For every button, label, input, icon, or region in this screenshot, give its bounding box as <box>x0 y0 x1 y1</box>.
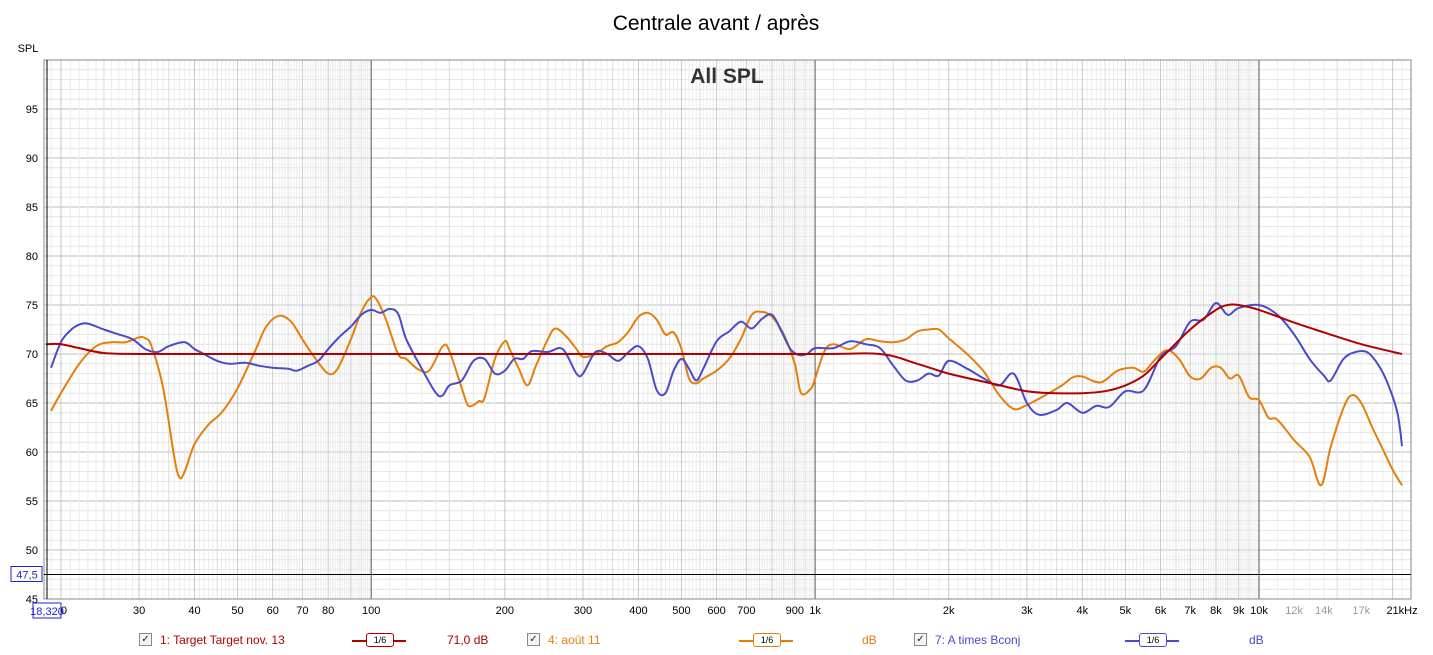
y-tick-label: 55 <box>26 496 38 508</box>
smoothing-badge-1[interactable]: 1/6 <box>366 633 394 647</box>
x-tick-label: 40 <box>188 605 200 617</box>
legend-label-1: 1: Target Target nov. 13 <box>160 633 285 647</box>
y-tick-label: 80 <box>26 251 38 263</box>
series-line-3 <box>50 302 1403 447</box>
legend-checkbox-1[interactable]: ✓ <box>139 633 152 646</box>
x-tick-label: 600 <box>707 605 725 617</box>
x-tick-label: 1k <box>809 605 821 617</box>
legend-value-7: dB <box>1249 633 1264 647</box>
x-tick-label: 7k <box>1184 605 1196 617</box>
x-tick-label: 700 <box>737 605 755 617</box>
x-tick-label: 12k <box>1285 605 1303 617</box>
y-tick-label: 70 <box>26 349 38 361</box>
legend-checkbox-7[interactable]: ✓ <box>914 633 927 646</box>
x-tick-label: 9k <box>1233 605 1245 617</box>
legend-swatch-4[interactable]: 1/6 <box>739 633 793 647</box>
x-tick-label: 400 <box>629 605 647 617</box>
x-tick-label: 6k <box>1155 605 1167 617</box>
y-tick-label: 75 <box>26 300 38 312</box>
series-line-1 <box>45 303 1403 395</box>
legend-label-4: 4: août 11 <box>548 633 601 647</box>
x-cursor-badge <box>32 602 62 619</box>
smoothing-badge-4[interactable]: 1/6 <box>753 633 781 647</box>
y-tick-label: 95 <box>26 104 38 116</box>
axes: 455055606570758085909547,520304050607080… <box>10 59 1418 619</box>
legend-value-1: 71,0 dB <box>447 633 489 647</box>
x-tick-label: 300 <box>574 605 592 617</box>
legend-swatch-7[interactable]: 1/6 <box>1125 633 1179 647</box>
x-tick-label: 900 <box>786 605 804 617</box>
x-tick-label: 30 <box>133 605 145 617</box>
x-tick-label: 500 <box>672 605 690 617</box>
x-tick-label: 8k <box>1210 605 1222 617</box>
legend-checkbox-4[interactable]: ✓ <box>527 633 540 646</box>
smoothing-badge-7[interactable]: 1/6 <box>1139 633 1167 647</box>
grid <box>44 59 1412 600</box>
legend-label-7: 7: A times Bconj <box>935 633 1021 647</box>
x-tick-label: 80 <box>322 605 334 617</box>
x-tick-label: 60 <box>267 605 279 617</box>
y-tick-label: 60 <box>26 447 38 459</box>
x-tick-label: 3k <box>1021 605 1033 617</box>
x-tick-label: 100 <box>362 605 380 617</box>
plot-area[interactable] <box>44 60 1411 599</box>
y-tick-label: 65 <box>26 398 38 410</box>
series-layer <box>45 295 1403 487</box>
x-tick-label: 5k <box>1120 605 1132 617</box>
x-tick-label: 200 <box>496 605 514 617</box>
plot-background <box>44 60 1411 599</box>
x-tick-label: 50 <box>231 605 243 617</box>
y-cursor-badge <box>10 566 43 582</box>
x-tick-label: 70 <box>296 605 308 617</box>
chart-subtitle: All SPL <box>690 65 764 88</box>
legend-swatch-1[interactable]: 1/6 <box>352 633 406 647</box>
x-tick-label: 14k <box>1315 605 1333 617</box>
x-tick-label: 17k <box>1352 605 1370 617</box>
x-cursor-value: 18,320 <box>30 606 64 618</box>
x-tick-label: 10k <box>1250 605 1268 617</box>
y-cursor-value: 47,5 <box>16 570 37 582</box>
x-tick-label: 4k <box>1077 605 1089 617</box>
y-tick-label: 90 <box>26 153 38 165</box>
y-tick-label: 50 <box>26 545 38 557</box>
y-axis-label: SPL <box>18 43 39 55</box>
x-tick-label: 21kHz <box>1386 605 1417 617</box>
chart-title: Centrale avant / après <box>613 12 820 35</box>
x-tick-label: 2k <box>943 605 955 617</box>
plot-frame <box>43 59 1412 600</box>
legend-value-4: dB <box>862 633 877 647</box>
y-tick-label: 85 <box>26 202 38 214</box>
